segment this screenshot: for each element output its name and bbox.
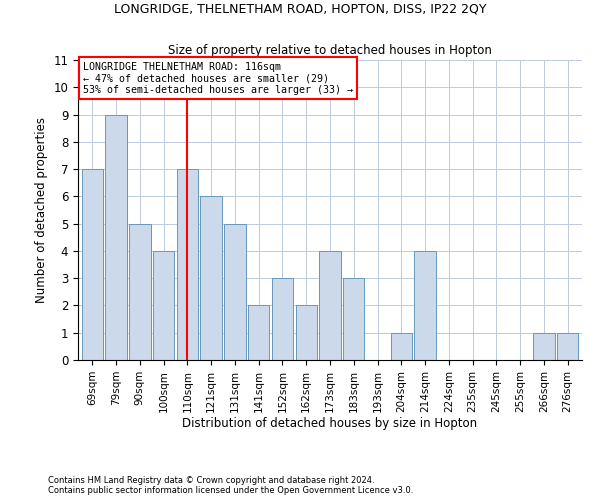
Bar: [248, 306, 269, 360]
Text: Contains HM Land Registry data © Crown copyright and database right 2024.
Contai: Contains HM Land Registry data © Crown c…: [48, 476, 413, 495]
Bar: [106, 114, 127, 360]
Title: Size of property relative to detached houses in Hopton: Size of property relative to detached ho…: [168, 44, 492, 58]
Bar: [272, 278, 293, 360]
Bar: [415, 251, 436, 360]
Bar: [224, 224, 245, 360]
Text: LONGRIDGE, THELNETHAM ROAD, HOPTON, DISS, IP22 2QY: LONGRIDGE, THELNETHAM ROAD, HOPTON, DISS…: [114, 2, 486, 16]
Bar: [82, 169, 103, 360]
Bar: [557, 332, 578, 360]
Bar: [343, 278, 364, 360]
Bar: [296, 306, 317, 360]
Bar: [319, 251, 341, 360]
Y-axis label: Number of detached properties: Number of detached properties: [35, 117, 48, 303]
Text: LONGRIDGE THELNETHAM ROAD: 116sqm
← 47% of detached houses are smaller (29)
53% : LONGRIDGE THELNETHAM ROAD: 116sqm ← 47% …: [83, 62, 353, 94]
Bar: [391, 332, 412, 360]
Bar: [533, 332, 554, 360]
Bar: [176, 169, 198, 360]
Bar: [200, 196, 222, 360]
X-axis label: Distribution of detached houses by size in Hopton: Distribution of detached houses by size …: [182, 418, 478, 430]
Bar: [129, 224, 151, 360]
Bar: [153, 251, 174, 360]
